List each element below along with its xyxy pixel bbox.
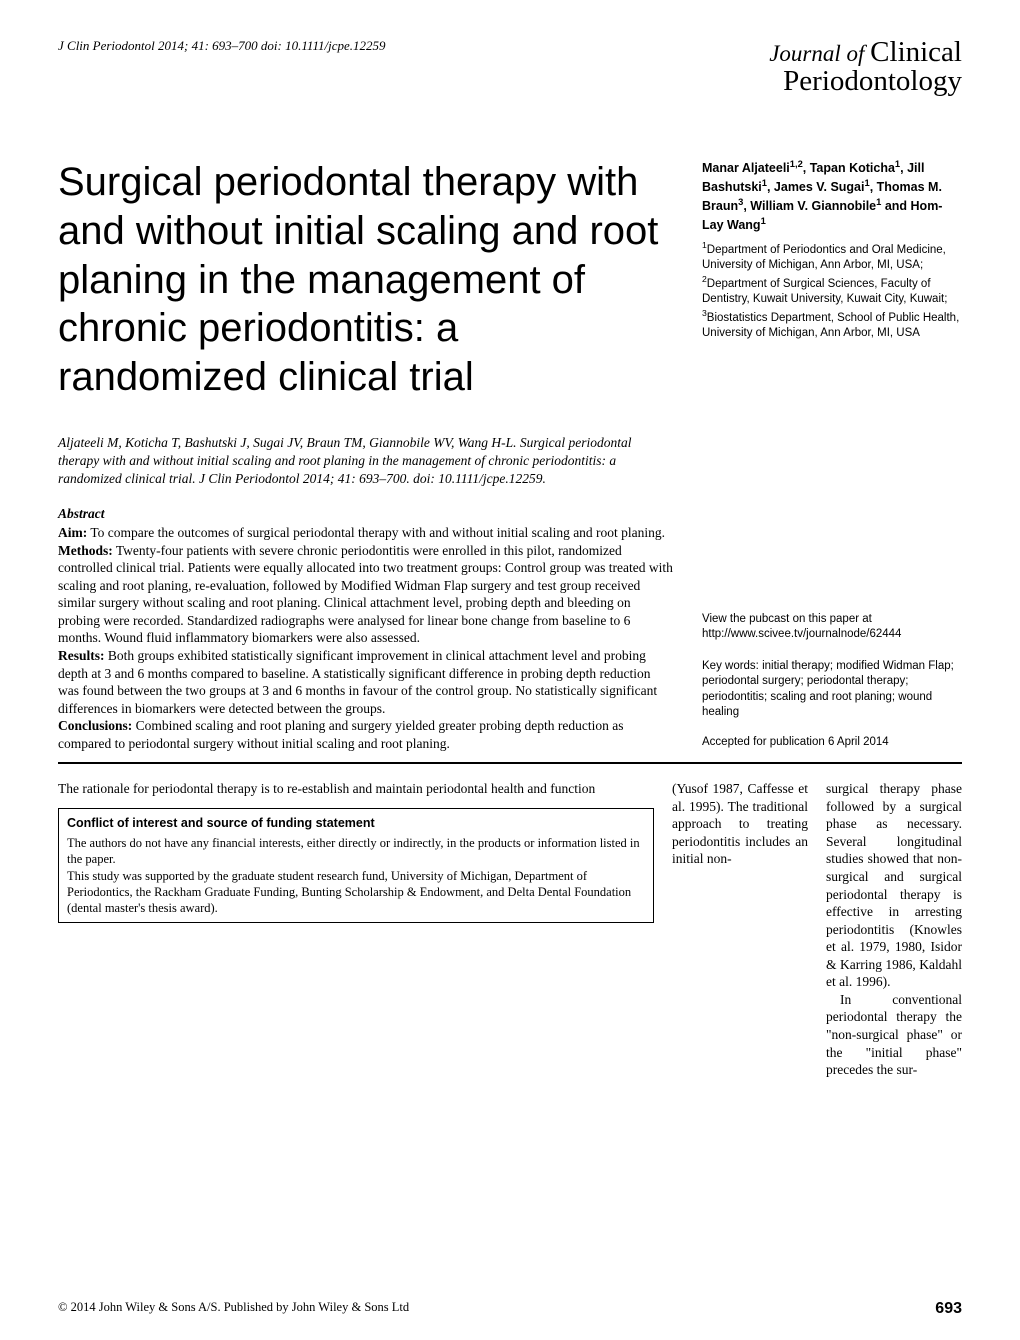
meta-column: View the pubcast on this paper at http:/… bbox=[702, 505, 962, 753]
body-columns: The rationale for periodontal therapy is… bbox=[58, 780, 962, 1078]
journal-logo-line1: Journal of Clinical bbox=[769, 38, 962, 67]
body-col3-p1: surgical therapy phase followed by a sur… bbox=[826, 780, 962, 991]
pubcast-link[interactable]: http://www.scivee.tv/journalnode/62444 bbox=[702, 627, 962, 643]
page-footer: © 2014 John Wiley & Sons A/S. Published … bbox=[58, 1300, 962, 1318]
abstract-methods-label: Methods: bbox=[58, 543, 113, 558]
pubcast-line1: View the pubcast on this paper at bbox=[702, 612, 962, 628]
journal-logo-line2: Periodontology bbox=[769, 67, 962, 96]
accepted-date: Accepted for publication 6 April 2014 bbox=[702, 735, 962, 751]
title-column: Surgical periodontal therapy with and wi… bbox=[58, 158, 674, 402]
journal-logo-clinical: Clinical bbox=[870, 36, 962, 68]
page-number: 693 bbox=[935, 1300, 962, 1318]
keywords: Key words: initial therapy; modified Wid… bbox=[702, 659, 962, 721]
running-head: J Clin Periodontol 2014; 41: 693–700 doi… bbox=[58, 38, 386, 54]
page-header: J Clin Periodontol 2014; 41: 693–700 doi… bbox=[58, 38, 962, 96]
affiliations: 1Department of Periodontics and Oral Med… bbox=[702, 240, 962, 342]
coi-p2: This study was supported by the graduate… bbox=[67, 868, 645, 917]
journal-logo-journal-of: Journal of bbox=[769, 41, 864, 66]
body-col3-p2: In conventional periodontal therapy the … bbox=[826, 991, 962, 1079]
abstract-aim: Aim: To compare the outcomes of surgical… bbox=[58, 524, 674, 542]
coi-p1: The authors do not have any financial in… bbox=[67, 835, 645, 868]
abstract-results-text: Both groups exhibited statistically sign… bbox=[58, 648, 657, 716]
authors-column: Manar Aljateeli1,2, Tapan Koticha1, Jill… bbox=[702, 158, 962, 402]
abstract-conclusions: Conclusions: Combined scaling and root p… bbox=[58, 717, 674, 752]
citation: Aljateeli M, Koticha T, Bashutski J, Sug… bbox=[58, 434, 648, 489]
abstract-results: Results: Both groups exhibited statistic… bbox=[58, 647, 674, 717]
abstract-conclusions-text: Combined scaling and root planing and su… bbox=[58, 718, 624, 751]
body-col-1: The rationale for periodontal therapy is… bbox=[58, 780, 654, 1078]
pubcast-note: View the pubcast on this paper at http:/… bbox=[702, 612, 962, 643]
journal-logo: Journal of Clinical Periodontology bbox=[769, 38, 962, 96]
author-list: Manar Aljateeli1,2, Tapan Koticha1, Jill… bbox=[702, 158, 962, 234]
copyright: © 2014 John Wiley & Sons A/S. Published … bbox=[58, 1300, 409, 1318]
abstract-results-label: Results: bbox=[58, 648, 105, 663]
article-title: Surgical periodontal therapy with and wi… bbox=[58, 158, 674, 402]
abstract-row: Abstract Aim: To compare the outcomes of… bbox=[58, 505, 962, 765]
abstract-aim-text: To compare the outcomes of surgical peri… bbox=[87, 525, 665, 540]
abstract-aim-label: Aim: bbox=[58, 525, 87, 540]
coi-title: Conflict of interest and source of fundi… bbox=[67, 815, 645, 831]
abstract-heading: Abstract bbox=[58, 505, 674, 523]
abstract-methods: Methods: Twenty-four patients with sever… bbox=[58, 542, 674, 647]
body-col-3: surgical therapy phase followed by a sur… bbox=[826, 780, 962, 1078]
abstract-methods-text: Twenty-four patients with severe chronic… bbox=[58, 543, 673, 646]
coi-box: Conflict of interest and source of fundi… bbox=[58, 808, 654, 924]
body-col2-p1: (Yusof 1987, Caffesse et al. 1995). The … bbox=[672, 780, 808, 868]
title-block: Surgical periodontal therapy with and wi… bbox=[58, 158, 962, 402]
body-col1-p1: The rationale for periodontal therapy is… bbox=[58, 780, 654, 798]
body-col-2: (Yusof 1987, Caffesse et al. 1995). The … bbox=[672, 780, 808, 1078]
abstract-conclusions-label: Conclusions: bbox=[58, 718, 132, 733]
abstract-column: Abstract Aim: To compare the outcomes of… bbox=[58, 505, 674, 753]
